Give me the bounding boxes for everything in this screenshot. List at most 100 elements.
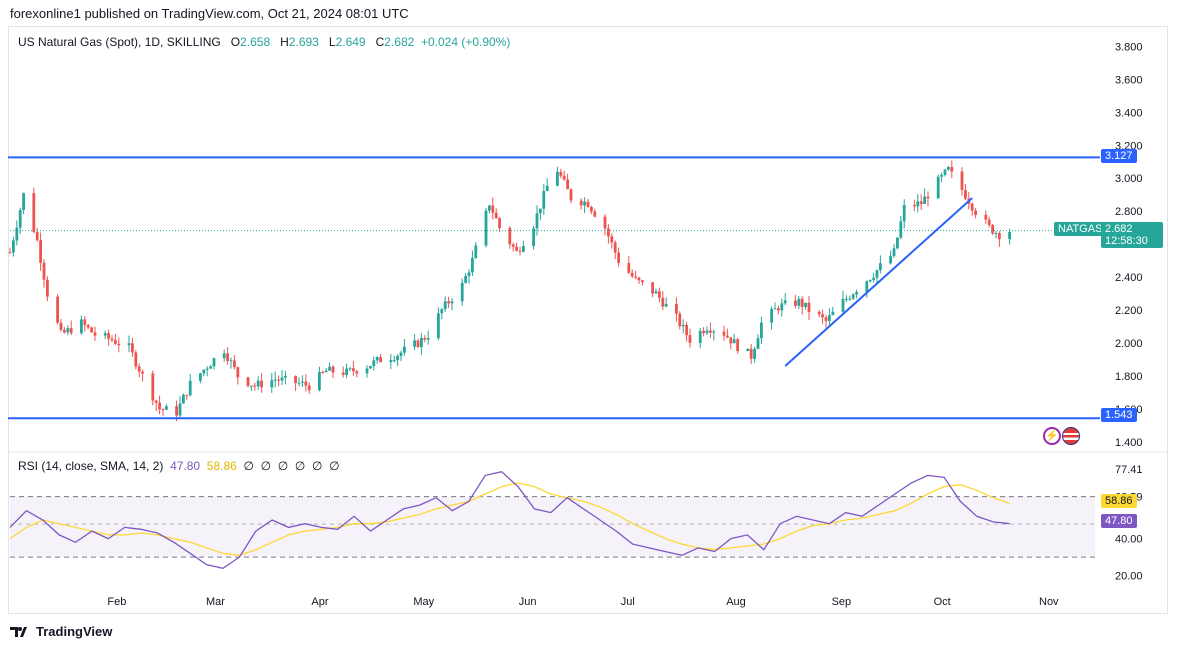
candle-body [93, 332, 97, 336]
price-tick-label: 2.000 [1115, 338, 1143, 350]
candle-body [545, 185, 549, 192]
candle-body [630, 272, 634, 277]
time-tick-label: Mar [206, 596, 225, 608]
candle-body [284, 375, 287, 378]
lightning-icon[interactable]: ⚡ [1043, 427, 1061, 445]
candle-body [794, 300, 797, 306]
candle-body [110, 338, 114, 341]
symbol-title: US Natural Gas (Spot), 1D, SKILLING [18, 35, 221, 49]
candle-body [117, 343, 121, 346]
low-value: 2.649 [335, 35, 366, 49]
price-badge: 2.682 12:58:30 [1101, 222, 1163, 248]
candle-body [56, 296, 59, 323]
candle-body [188, 380, 192, 396]
candle-body [379, 357, 382, 363]
candle-body [151, 373, 155, 401]
rsi-legend-value: 47.80 [170, 459, 201, 473]
candle-body [984, 214, 988, 220]
price-tick-label: 2.800 [1115, 206, 1143, 218]
close-label: C [375, 35, 385, 49]
candle-body [569, 189, 573, 201]
open-label: O [230, 35, 241, 49]
time-tick-label: May [413, 596, 434, 608]
candle-body [828, 315, 831, 321]
candle-body [324, 370, 328, 373]
candle-body [250, 385, 253, 387]
candle-body [413, 340, 416, 347]
na-value: ∅ [260, 459, 272, 473]
candle-body [86, 325, 90, 328]
us-flag-icon[interactable] [1062, 427, 1080, 445]
candle-body [845, 298, 848, 300]
price-badge-value: 2.682 [1105, 223, 1133, 235]
candle-body [586, 201, 590, 207]
candle-body [389, 360, 393, 363]
candle-body [943, 169, 947, 175]
candle-body [209, 366, 212, 369]
time-tick-label: Oct [934, 596, 951, 608]
candle-body [865, 281, 869, 292]
footer-brand: TradingView [10, 624, 112, 639]
candle-body [83, 319, 87, 326]
na-value: ∅ [329, 459, 340, 473]
candle-body [658, 291, 661, 298]
candle-body [960, 171, 964, 191]
candle-body [590, 206, 593, 212]
candle-body [352, 368, 355, 372]
close-value: 2.682 [384, 35, 415, 49]
time-tick-label: Feb [107, 596, 126, 608]
candle-body [294, 375, 297, 384]
candle-body [32, 193, 36, 232]
candle-body [437, 313, 440, 339]
rsi-line [9, 470, 1010, 569]
price-tick-label: 2.400 [1115, 272, 1143, 284]
candle-body [685, 324, 688, 336]
candle-body [423, 337, 427, 340]
candle-body [103, 333, 107, 336]
candle-body [484, 210, 488, 246]
rsi-tick-label: 77.41 [1115, 464, 1143, 476]
candle-body [440, 309, 444, 314]
rsi-tick-label: 40.00 [1115, 534, 1143, 546]
candle-body [66, 328, 70, 333]
brand-name: TradingView [36, 624, 113, 639]
price-legend: US Natural Gas (Spot), 1D, SKILLING O 2.6… [18, 35, 510, 49]
candle-body [831, 311, 835, 316]
candle-body [341, 372, 345, 375]
candle-body [202, 369, 206, 374]
low-label: L [328, 35, 336, 49]
candle-body [746, 348, 750, 351]
candle-body [328, 366, 331, 371]
candle-body [508, 228, 512, 245]
candle-body [137, 366, 141, 372]
candle-body [729, 337, 733, 344]
candle-body [851, 294, 855, 299]
candle-body [821, 314, 824, 318]
candle-body [443, 301, 447, 310]
candle-body [277, 379, 280, 381]
candle-body [141, 371, 144, 374]
candle-body [991, 225, 994, 234]
candle-body [705, 330, 709, 334]
time-tick-label: Jun [519, 596, 537, 608]
candle-body [59, 322, 63, 330]
price-tick-label: 1.800 [1115, 371, 1143, 383]
na-value: ∅ [243, 459, 254, 473]
candle-body [661, 297, 665, 307]
price-tick-label: 3.600 [1115, 74, 1143, 86]
candle-body [902, 205, 906, 222]
candle-body [518, 250, 522, 252]
candle-body [579, 200, 583, 206]
candle-body [90, 327, 93, 333]
candle-body [637, 277, 641, 281]
countdown-value: 12:58:30 [1105, 235, 1148, 247]
candle-body [498, 218, 501, 229]
candle-body [301, 381, 304, 383]
candle-body [923, 196, 926, 204]
candle-body [348, 368, 352, 370]
candle-body [841, 298, 845, 312]
candle-body [535, 213, 539, 229]
candle-body [916, 201, 920, 207]
time-tick-label: Jul [621, 596, 635, 608]
